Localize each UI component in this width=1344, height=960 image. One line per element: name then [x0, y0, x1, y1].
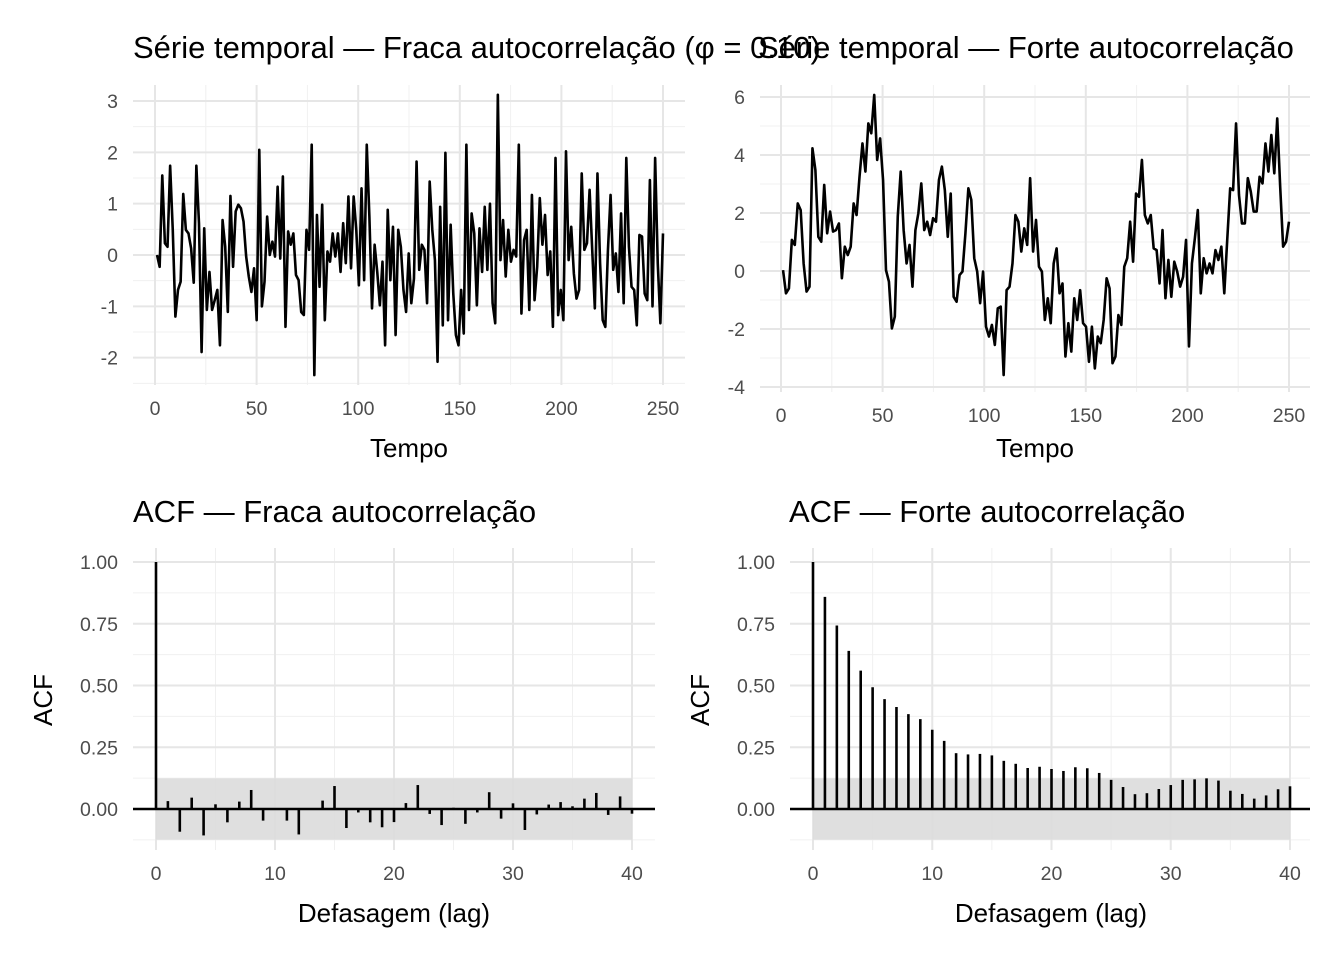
- x-tick-label: 50: [246, 398, 268, 420]
- x-tick-label: 200: [545, 398, 578, 420]
- y-tick-label: 1.00: [737, 552, 775, 574]
- panel-2: 0 50 100 150 200 250 -4 -2 0 2 4 6 Tempo Série tempor…: [728, 30, 1310, 463]
- x-tick-label: 10: [921, 863, 943, 885]
- y-tick-label: 0.50: [737, 676, 775, 698]
- y-tick-label: -1: [101, 296, 118, 318]
- x-tick-label: 10: [264, 863, 286, 885]
- x-tick-label: 40: [1279, 863, 1301, 885]
- y-tick-label: -2: [728, 319, 745, 341]
- y-axis-title: ACF: [28, 674, 58, 726]
- y-tick-label: 1.00: [80, 552, 118, 574]
- chart-title: ACF — Fraca autocorrelação: [133, 494, 536, 529]
- y-tick-label: 0.25: [80, 737, 118, 759]
- y-tick-label: 0.50: [80, 676, 118, 698]
- panel-4: 0 10 20 30 40 0.00 0.25 0.50 0.75 1.00 ACF Defasage…: [685, 494, 1310, 928]
- x-tick-label: 150: [1070, 405, 1103, 427]
- x-tick-label: 250: [647, 398, 680, 420]
- y-tick-label: 0: [107, 245, 118, 267]
- x-tick-label: 30: [502, 863, 524, 885]
- y-tick-label: 0.25: [737, 737, 775, 759]
- x-axis-title: Defasagem (lag): [298, 898, 490, 928]
- x-tick-label: 30: [1160, 863, 1182, 885]
- chart-title: Série temporal — Forte autocorrelação: [758, 30, 1294, 65]
- x-tick-label: 20: [383, 863, 405, 885]
- x-axis-title: Tempo: [370, 433, 448, 463]
- y-tick-label: 4: [734, 145, 745, 167]
- x-tick-label: 0: [808, 863, 819, 885]
- chart-title: ACF — Forte autocorrelação: [789, 494, 1185, 529]
- x-tick-label: 0: [150, 398, 161, 420]
- x-tick-label: 100: [342, 398, 375, 420]
- y-axis-title: ACF: [685, 674, 715, 726]
- x-tick-label: 40: [621, 863, 643, 885]
- y-tick-label: 2: [734, 203, 745, 225]
- y-tick-label: 2: [107, 142, 118, 164]
- x-tick-label: 50: [872, 405, 894, 427]
- y-tick-label: 0: [734, 261, 745, 283]
- y-tick-label: 6: [734, 87, 745, 109]
- y-tick-label: 0.00: [737, 799, 775, 821]
- y-tick-label: 0.75: [737, 614, 775, 636]
- y-tick-label: 3: [107, 91, 118, 113]
- x-tick-label: 150: [444, 398, 477, 420]
- series-line: [155, 93, 665, 377]
- y-tick-label: 1: [107, 194, 118, 216]
- y-tick-label: -4: [728, 377, 745, 399]
- x-axis-title: Defasagem (lag): [955, 898, 1147, 928]
- series-line: [781, 93, 1291, 377]
- x-tick-label: 0: [776, 405, 787, 427]
- x-tick-label: 250: [1273, 405, 1306, 427]
- x-tick-label: 100: [968, 405, 1001, 427]
- x-tick-label: 0: [151, 863, 162, 885]
- panel-3: 0 10 20 30 40 0.00 0.25 0.50 0.75 1.00 ACF Defasage…: [28, 494, 655, 928]
- y-tick-label: -2: [101, 348, 118, 370]
- x-axis-title: Tempo: [996, 433, 1074, 463]
- y-tick-label: 0.00: [80, 799, 118, 821]
- chart-title: Série temporal — Fraca autocorrelação (φ…: [133, 30, 821, 65]
- y-tick-label: 0.75: [80, 614, 118, 636]
- x-tick-label: 20: [1041, 863, 1063, 885]
- x-tick-label: 200: [1171, 405, 1204, 427]
